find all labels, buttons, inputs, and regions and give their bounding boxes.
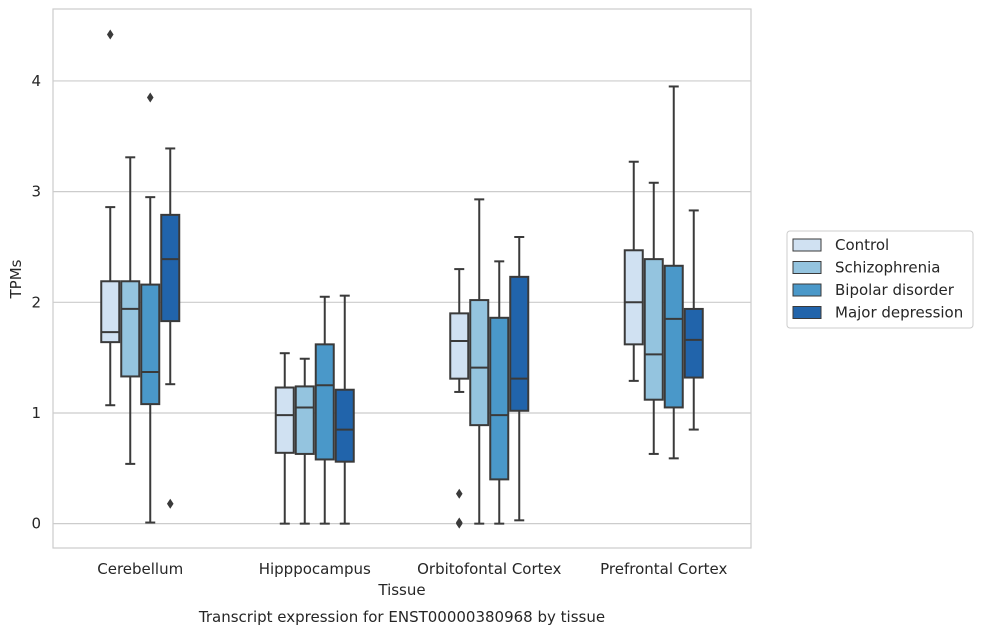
- y-tick-label: 3: [31, 183, 41, 201]
- box-body: [314, 343, 335, 461]
- box-body: [334, 388, 355, 463]
- box-0-0: [100, 29, 121, 407]
- box-body: [509, 275, 530, 412]
- box-3-0: [623, 160, 644, 382]
- box-3-2: [663, 85, 684, 460]
- outlier-point: [166, 498, 174, 509]
- box-body: [643, 258, 664, 401]
- legend-swatch: [792, 261, 822, 274]
- box-1-2: [314, 295, 335, 525]
- box-body: [449, 312, 470, 380]
- box-2-3: [509, 235, 530, 522]
- legend-swatch: [792, 306, 822, 319]
- y-tick-label: 2: [31, 293, 41, 311]
- box-body: [469, 299, 490, 427]
- x-tick-label: Orbitofontal Cortex: [417, 560, 561, 578]
- box-1-1: [294, 357, 315, 525]
- outlier-point: [146, 92, 154, 103]
- box-body: [294, 385, 315, 455]
- outlier-point: [455, 517, 463, 528]
- outlier-point: [455, 488, 463, 499]
- box-1-3: [334, 294, 355, 525]
- box-groups: [100, 29, 704, 529]
- legend-swatch: [792, 238, 822, 252]
- x-axis-label: Tissue: [377, 581, 425, 599]
- box-body: [140, 283, 161, 406]
- box-2-2: [489, 260, 510, 525]
- y-tick-label: 4: [31, 72, 41, 90]
- box-body: [100, 280, 121, 344]
- box-body: [160, 213, 181, 323]
- box-3-1: [643, 181, 664, 455]
- outlier-point: [106, 29, 114, 40]
- box-0-3: [160, 147, 181, 509]
- box-2-0: [449, 268, 470, 529]
- box-body: [274, 386, 295, 454]
- box-3-3: [683, 209, 704, 431]
- box-2-1: [469, 198, 490, 525]
- x-tick-label: Prefrontal Cortex: [600, 560, 727, 578]
- x-tick-labels: Cerebellum Hipppocampus Orbitofontal Corte…: [97, 560, 727, 578]
- legend-label: Control: [835, 236, 889, 254]
- y-tick-label: 0: [31, 515, 41, 533]
- legend-label: Schizophrenia: [835, 259, 940, 277]
- y-tick-label: 1: [31, 404, 41, 422]
- box-1-0: [274, 352, 295, 525]
- box-0-2: [140, 92, 161, 524]
- box-0-1: [120, 156, 141, 465]
- legend-frame: [786, 230, 974, 329]
- legend: Control Schizophrenia Bipolar disorder Majo…: [786, 230, 974, 329]
- y-tick-labels: 0 1 2 3 4: [31, 72, 41, 533]
- legend-label: Bipolar disorder: [835, 281, 955, 299]
- box-body: [683, 307, 704, 379]
- box-body: [489, 316, 510, 481]
- legend-swatch: [792, 283, 822, 297]
- box-body: [663, 264, 684, 409]
- legend-label: Major depression: [835, 304, 963, 322]
- x-tick-label: Hipppocampus: [259, 560, 371, 578]
- x-tick-label: Cerebellum: [97, 560, 183, 578]
- y-axis-label: TPMs: [7, 259, 25, 299]
- chart-caption: Transcript expression for ENST0000038096…: [198, 608, 605, 626]
- box-body: [623, 249, 644, 346]
- box-body: [120, 280, 141, 378]
